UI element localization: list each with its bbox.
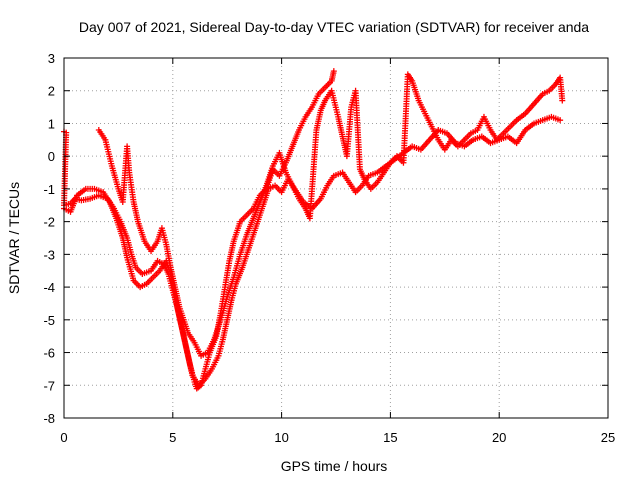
x-tick-label: 5: [169, 430, 176, 445]
y-tick-label: 0: [48, 149, 55, 164]
y-tick-label: -1: [43, 182, 55, 197]
y-axis-label: SDTVAR / TECUs: [6, 182, 22, 294]
y-tick-label: -7: [43, 378, 55, 393]
y-tick-label: -8: [43, 411, 55, 426]
x-tick-label: 25: [601, 430, 615, 445]
y-tick-label: 1: [48, 116, 55, 131]
y-tick-label: 3: [48, 51, 55, 66]
data-point: [557, 117, 564, 124]
plot-frame: [63, 57, 609, 419]
data-point: [330, 68, 337, 75]
y-tick-label: -2: [43, 215, 55, 230]
x-tick-label: 10: [274, 430, 288, 445]
x-tick-label: 15: [383, 430, 397, 445]
y-tick-label: 2: [48, 84, 55, 99]
x-axis-label: GPS time / hours: [281, 458, 388, 474]
data-point: [559, 97, 566, 104]
data-points: [61, 68, 566, 392]
grid-lines: [64, 58, 608, 418]
y-tick-label: -3: [43, 247, 55, 262]
y-tick-label: -4: [43, 280, 55, 295]
y-tick-label: -5: [43, 313, 55, 328]
chart-title: Day 007 of 2021, Sidereal Day-to-day VTE…: [79, 19, 589, 35]
x-tick-label: 20: [492, 430, 506, 445]
y-tick-label: -6: [43, 346, 55, 361]
x-tick-label: 0: [60, 430, 67, 445]
